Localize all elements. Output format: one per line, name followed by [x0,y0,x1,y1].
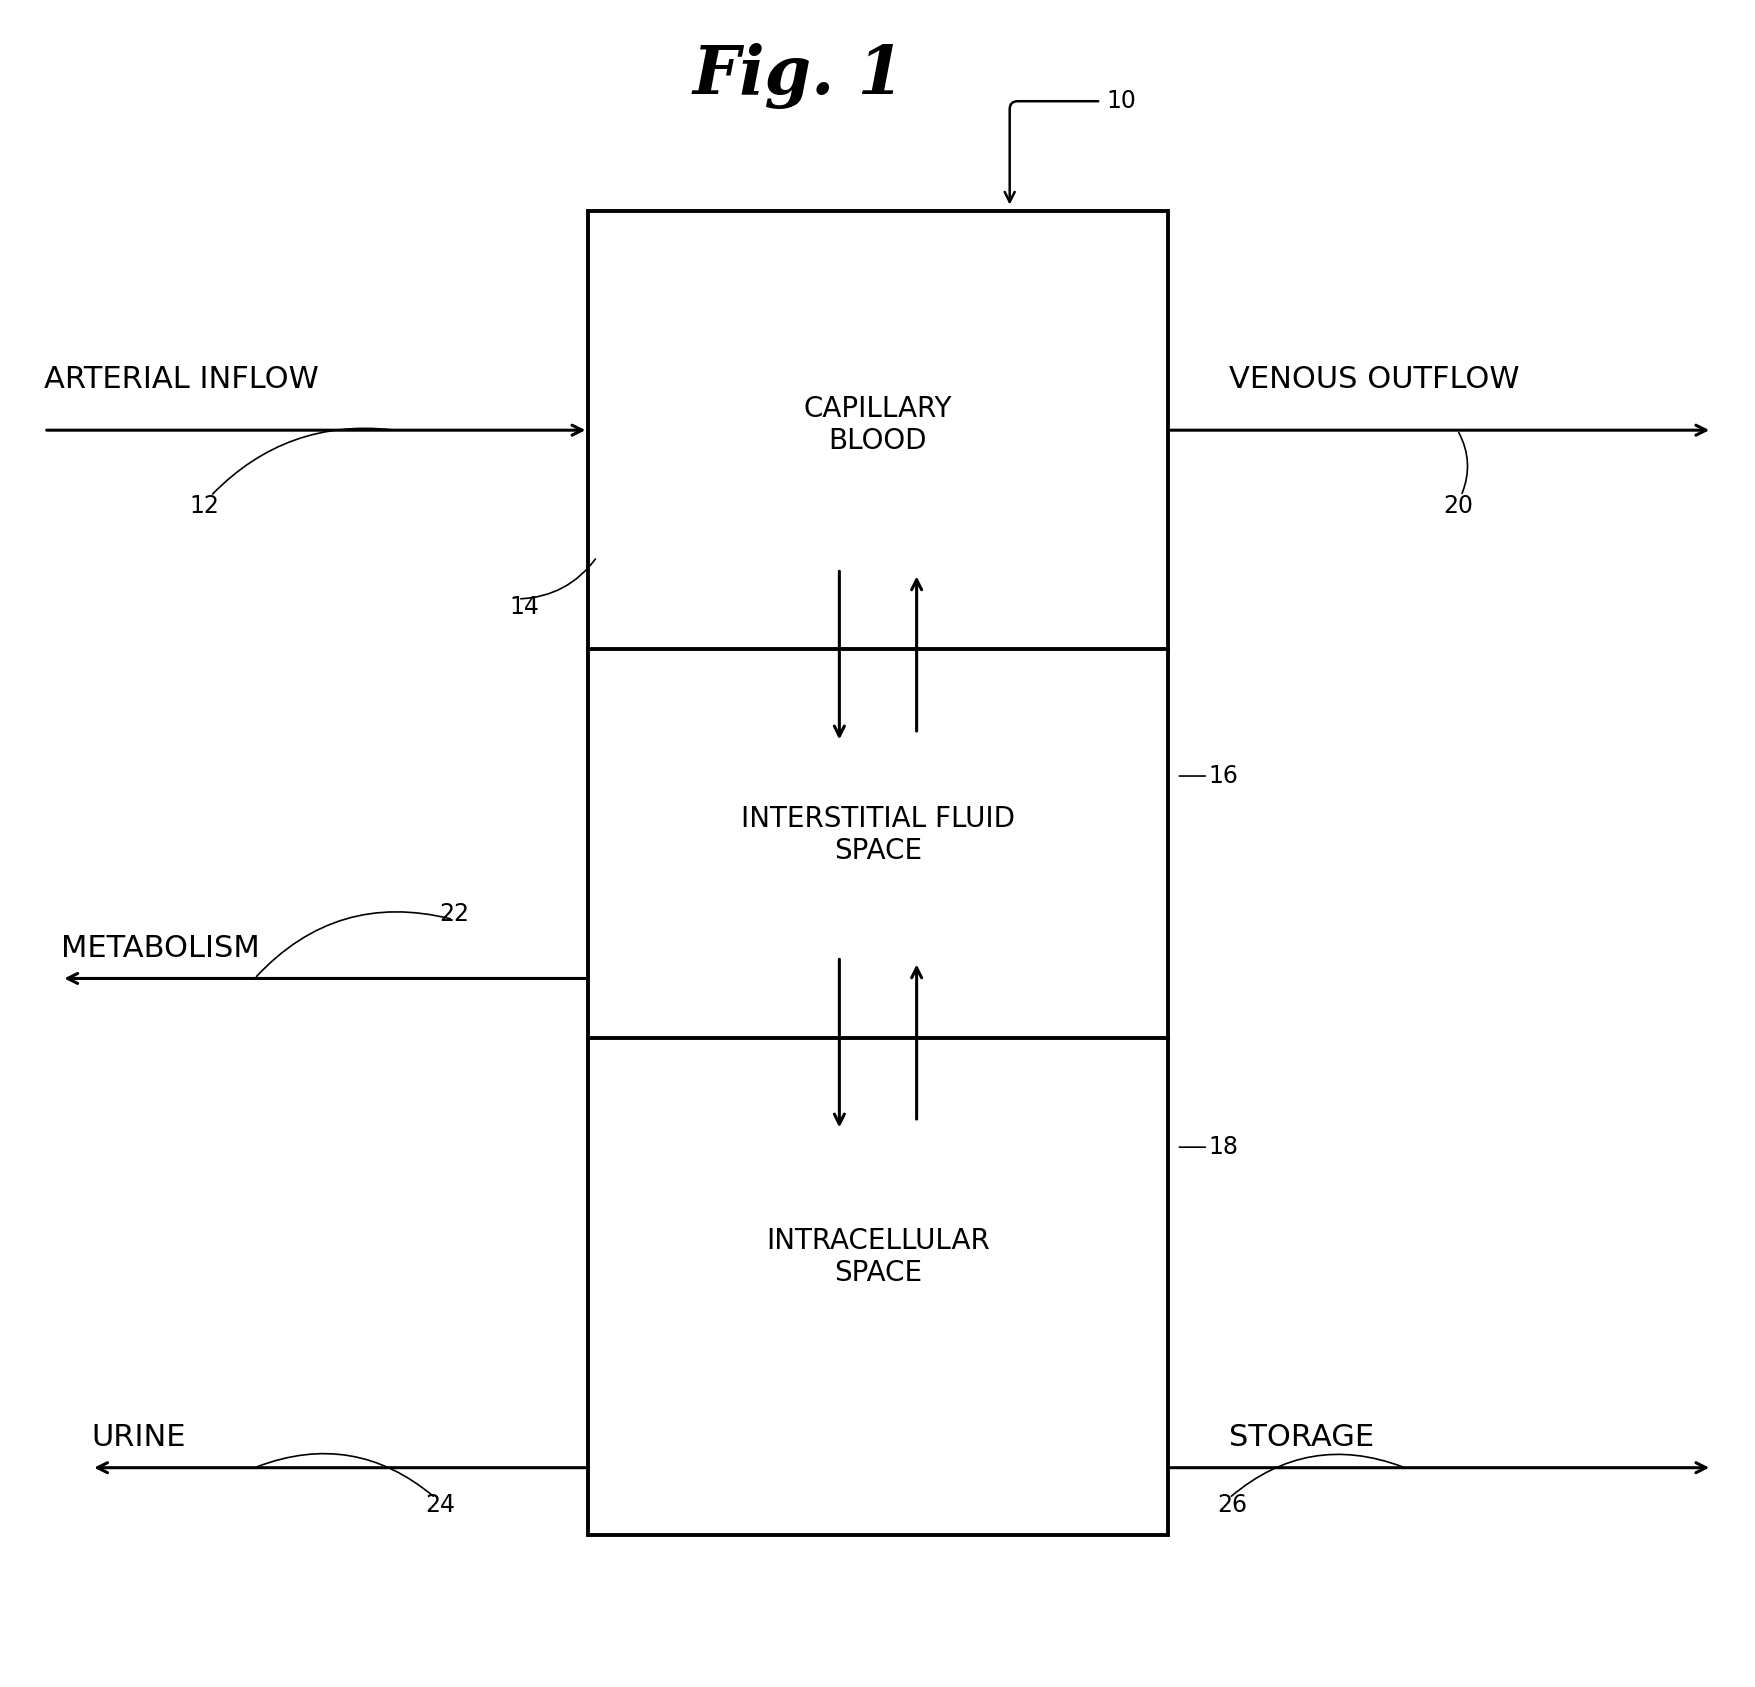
Text: 20: 20 [1443,494,1472,518]
Text: 18: 18 [1207,1135,1237,1159]
Text: INTRACELLULAR
SPACE: INTRACELLULAR SPACE [765,1226,990,1287]
Text: STORAGE: STORAGE [1228,1422,1374,1453]
Text: 10: 10 [1106,89,1135,113]
Text: ARTERIAL INFLOW: ARTERIAL INFLOW [44,364,318,395]
Bar [588,211,1167,1535]
Text: 16: 16 [1207,764,1237,788]
Text: 22: 22 [439,903,469,926]
Text: URINE: URINE [91,1422,186,1453]
Text: Fig. 1: Fig. 1 [693,42,904,110]
Text: 26: 26 [1216,1493,1246,1517]
Text: METABOLISM: METABOLISM [61,933,260,963]
Text: 14: 14 [509,596,539,619]
Text: 24: 24 [425,1493,455,1517]
Text: INTERSTITIAL FLUID
SPACE: INTERSTITIAL FLUID SPACE [741,805,1014,865]
Text: CAPILLARY
BLOOD: CAPILLARY BLOOD [804,395,951,455]
Text: VENOUS OUTFLOW: VENOUS OUTFLOW [1228,364,1518,395]
Text: 12: 12 [190,494,219,518]
